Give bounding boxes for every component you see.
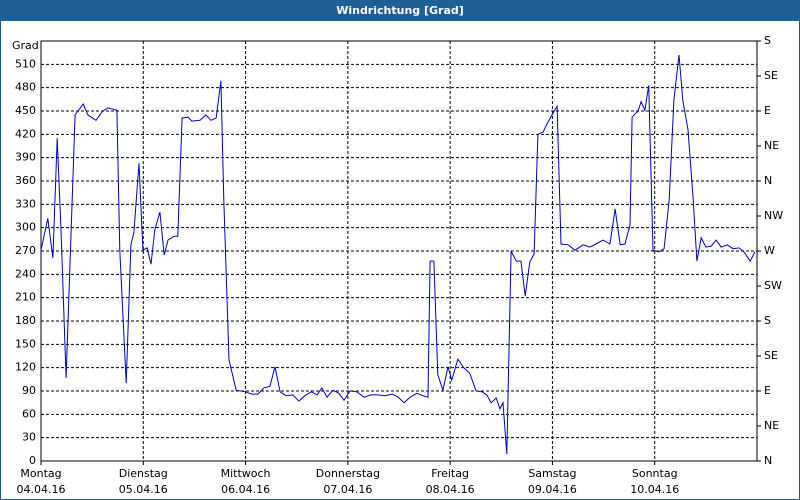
x-tick-label: Samstag bbox=[528, 467, 576, 480]
x-tick-sublabel: 05.04.16 bbox=[119, 483, 168, 496]
y-tick-label: 150 bbox=[15, 337, 36, 350]
y-tick-label: 210 bbox=[15, 291, 36, 304]
y-tick-label: 510 bbox=[15, 57, 36, 70]
y2-tick-label: S bbox=[764, 34, 771, 47]
y-tick-label: 120 bbox=[15, 361, 36, 374]
x-tick-label: Sonntag bbox=[632, 467, 678, 480]
y2-tick-label: NW bbox=[764, 209, 783, 222]
x-tick-label: Mittwoch bbox=[221, 467, 271, 480]
y2-tick-label: E bbox=[764, 384, 771, 397]
y2-tick-label: NE bbox=[764, 419, 779, 432]
y-axis-label: Grad bbox=[12, 39, 39, 52]
x-tick-label: Donnerstag bbox=[316, 467, 380, 480]
y-tick-label: 360 bbox=[15, 174, 36, 187]
y2-tick-label: S bbox=[764, 314, 771, 327]
y-tick-label: 180 bbox=[15, 314, 36, 327]
y-tick-label: 90 bbox=[22, 384, 36, 397]
y-tick-label: 0 bbox=[29, 454, 36, 467]
x-tick-label: Montag bbox=[20, 467, 61, 480]
y-tick-label: 480 bbox=[15, 81, 36, 94]
y2-tick-label: SW bbox=[764, 279, 782, 292]
y-tick-label: 60 bbox=[22, 407, 36, 420]
x-tick-sublabel: 07.04.16 bbox=[323, 483, 372, 496]
y-tick-label: 330 bbox=[15, 197, 36, 210]
chart-title: Windrichtung [Grad] bbox=[336, 4, 464, 17]
title-bar bbox=[0, 0, 800, 21]
y-tick-label: 450 bbox=[15, 104, 36, 117]
y-tick-label: 240 bbox=[15, 267, 36, 280]
x-tick-sublabel: 09.04.16 bbox=[528, 483, 577, 496]
y-tick-label: 270 bbox=[15, 244, 36, 257]
y-tick-label: 390 bbox=[15, 151, 36, 164]
y2-tick-label: W bbox=[764, 244, 775, 257]
y2-tick-label: E bbox=[764, 104, 771, 117]
y2-tick-label: N bbox=[764, 454, 772, 467]
x-tick-sublabel: 04.04.16 bbox=[17, 483, 66, 496]
data-line bbox=[40, 54, 756, 455]
y-tick-label: 300 bbox=[15, 221, 36, 234]
x-tick-sublabel: 10.04.16 bbox=[630, 483, 679, 496]
y2-tick-label: NE bbox=[764, 139, 779, 152]
y2-tick-label: SE bbox=[764, 349, 778, 362]
y-tick-label: 30 bbox=[22, 431, 36, 444]
x-tick-sublabel: 08.04.16 bbox=[426, 483, 475, 496]
y2-tick-label: N bbox=[764, 174, 772, 187]
x-tick-sublabel: 06.04.16 bbox=[221, 483, 270, 496]
y2-tick-label: SE bbox=[764, 69, 778, 82]
x-tick-label: Freitag bbox=[431, 467, 469, 480]
x-tick-label: Dienstag bbox=[119, 467, 168, 480]
plot-border bbox=[40, 40, 758, 462]
y-tick-label: 420 bbox=[15, 127, 36, 140]
